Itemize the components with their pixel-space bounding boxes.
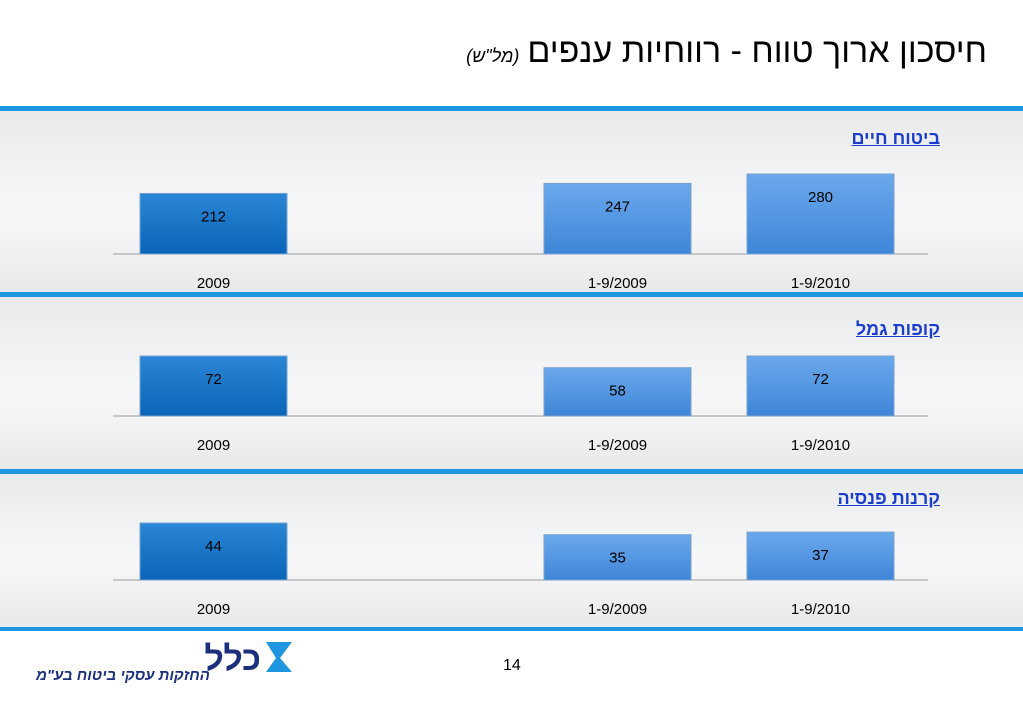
chart-provident-funds: 72 2009 58 1-9/2009 72 1-9/2010 — [113, 355, 928, 454]
bar-2009 — [139, 192, 288, 255]
bar-1-9/2010 — [746, 531, 895, 581]
bar-1-9/2010 — [746, 355, 895, 417]
chart-title-life-insurance: ביטוח חיים — [851, 128, 940, 148]
chart-life-insurance: 212 2009 247 1-9/2009 280 1-9/2010 — [113, 173, 928, 292]
data-label: 37 — [812, 547, 829, 564]
page-number: 14 — [503, 657, 521, 674]
data-label: 72 — [812, 371, 829, 388]
page-title-text: חיסכון ארוך טווח - רווחיות ענפים — [527, 32, 987, 70]
company-name: החזקות עסקי ביטוח בע"מ — [36, 667, 210, 684]
chart-panel-pension-funds: קרנות פנסיה 44 2009 35 1-9/2009 37 1-9/2010 — [0, 474, 1023, 627]
chart-panel-provident-funds: קופות גמל 72 2009 58 1-9/2009 72 1-9/2010 — [0, 297, 1023, 469]
bar-1-9/2010 — [746, 173, 895, 255]
tick-label: 2009 — [197, 601, 230, 618]
tick-label: 2009 — [197, 275, 230, 292]
chart-panel-life-insurance: ביטוח חיים 212 2009 247 1-9/2009 280 1-9/2010 — [0, 111, 1023, 292]
tick-label: 2009 — [197, 437, 230, 454]
bar-2009 — [139, 355, 288, 417]
logo-mark-icon — [266, 642, 292, 672]
bar-1-9/2009 — [543, 367, 692, 417]
tick-label: 1-9/2009 — [588, 437, 647, 454]
data-label: 35 — [609, 549, 626, 566]
divider-top — [0, 106, 1023, 111]
bar-1-9/2009 — [543, 182, 692, 255]
divider-1 — [0, 292, 1023, 297]
data-label: 247 — [605, 198, 630, 215]
page-title: חיסכון ארוך טווח - רווחיות ענפים (מל"ש) — [466, 32, 987, 71]
tick-label: 1-9/2009 — [588, 601, 647, 618]
company-logo: כלל — [204, 640, 292, 678]
data-label: 72 — [205, 371, 222, 388]
bar-1-9/2009 — [543, 534, 692, 581]
divider-bottom — [0, 627, 1023, 631]
chart-pension-funds: 44 2009 35 1-9/2009 37 1-9/2010 — [113, 522, 928, 618]
logo-wordmark: כלל — [204, 640, 261, 678]
divider-2 — [0, 469, 1023, 474]
tick-label: 1-9/2010 — [791, 275, 850, 292]
tick-label: 1-9/2010 — [791, 601, 850, 618]
page-title-unit: (מל"ש) — [466, 46, 520, 66]
chart-title-provident-funds: קופות גמל — [855, 319, 940, 339]
data-label: 44 — [205, 538, 222, 555]
bar-2009 — [139, 522, 288, 581]
tick-label: 1-9/2010 — [791, 437, 850, 454]
chart-title-pension-funds: קרנות פנסיה — [837, 488, 940, 508]
data-label: 58 — [609, 383, 626, 400]
tick-label: 1-9/2009 — [588, 275, 647, 292]
data-label: 212 — [201, 208, 226, 225]
data-label: 280 — [808, 189, 833, 206]
